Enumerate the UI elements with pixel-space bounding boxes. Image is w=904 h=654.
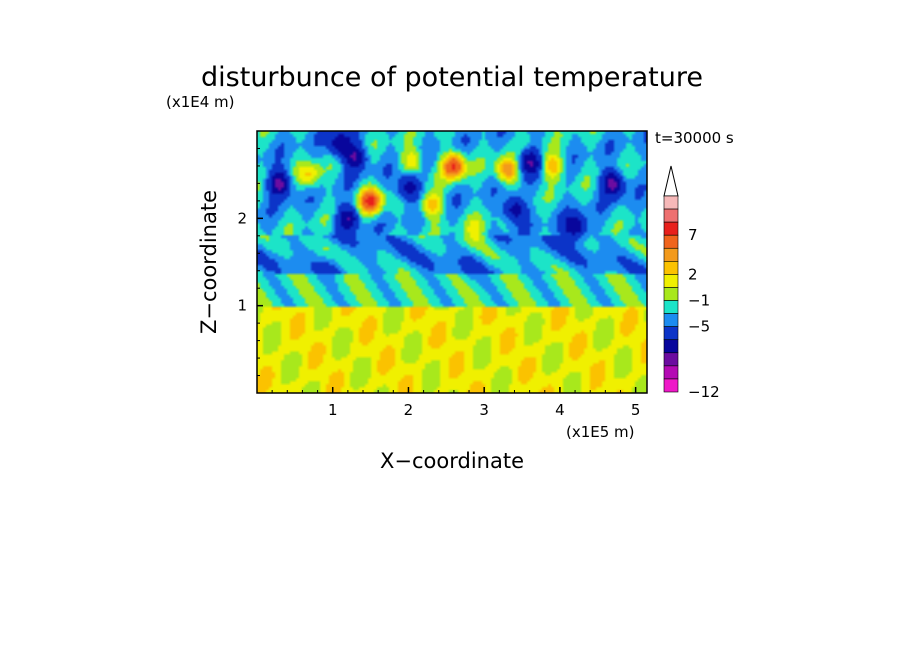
colorbar-swatch [663, 326, 679, 341]
y-unit-label: (x1E4 m) [166, 93, 235, 111]
colorbar-swatch [663, 378, 679, 393]
time-label: t=30000 s [655, 129, 734, 147]
colorbar: 7 2 −1 −5 −12 [663, 165, 720, 401]
colorbar-swatch [663, 195, 679, 210]
colorbar-swatch [663, 274, 679, 288]
colorbar-swatch [663, 365, 679, 380]
colorbar-swatch [663, 300, 679, 314]
colorbar-swatch [663, 234, 679, 249]
x-unit-label: (x1E5 m) [566, 423, 635, 441]
colorbar-tick-label: −1 [688, 292, 710, 310]
colorbar-swatch [663, 208, 679, 223]
colorbar-tick-label: 2 [688, 265, 698, 283]
colorbar-tick-label: −5 [688, 318, 710, 336]
x-axis-title: X−coordinate [380, 449, 524, 473]
x-axis: 1 2 3 4 5 [271, 387, 641, 419]
x-tick-label: 5 [631, 401, 641, 419]
x-tick-label: 3 [479, 401, 489, 419]
colorbar-tick-label: 7 [688, 226, 698, 244]
colorbar-swatch [663, 287, 679, 301]
colorbar-swatch [663, 313, 679, 327]
colorbar-swatch [663, 339, 679, 354]
x-tick-label: 2 [404, 401, 414, 419]
y-axis-title: Z−coordinate [197, 190, 221, 334]
y-tick-label: 2 [237, 209, 247, 227]
colorbar-swatch [663, 221, 679, 236]
x-tick-label: 1 [328, 401, 338, 419]
colorbar-swatch [663, 247, 679, 262]
y-tick-label: 1 [237, 297, 247, 315]
y-axis: 12 [237, 147, 263, 377]
chart-title: disturbunce of potential temperature [201, 62, 703, 93]
plot-frame [256, 130, 648, 394]
colorbar-swatch [663, 261, 679, 275]
x-tick-label: 4 [555, 401, 565, 419]
heatmap-field [257, 131, 647, 393]
colorbar-swatch [663, 352, 679, 367]
colorbar-min-label: −12 [688, 383, 720, 401]
